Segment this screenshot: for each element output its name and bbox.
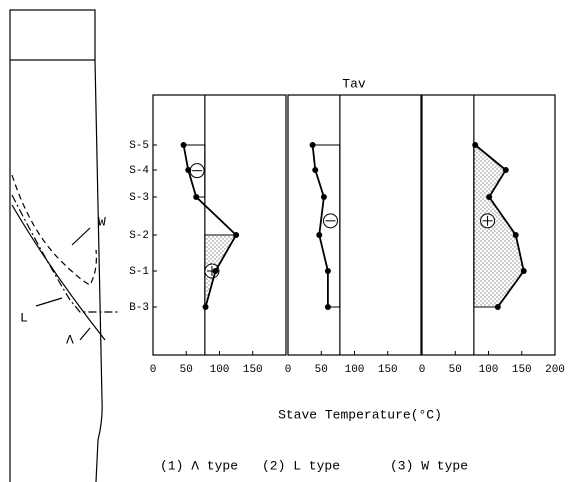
data-point bbox=[486, 194, 492, 200]
x-tick-label: 150 bbox=[512, 364, 532, 376]
diagram-label: W bbox=[98, 214, 106, 229]
x-tick-label: 50 bbox=[180, 364, 193, 376]
y-tick-label: S-1 bbox=[129, 266, 149, 278]
x-tick-label: 50 bbox=[449, 364, 462, 376]
x-tick-label: 0 bbox=[285, 364, 292, 376]
figure: W L Λ Tav Stave Temperature(°C) S-5 S-4 S-… bbox=[0, 0, 581, 482]
data-point bbox=[193, 194, 199, 200]
panel-frame bbox=[288, 95, 421, 355]
data-point bbox=[503, 167, 509, 173]
data-point bbox=[513, 232, 519, 238]
x-tick-label: 150 bbox=[243, 364, 263, 376]
panel-label: (1) Λ type bbox=[160, 458, 238, 473]
x-tick-label: 200 bbox=[545, 364, 565, 376]
reference-label: Tav bbox=[342, 76, 366, 91]
y-tick-label: B-3 bbox=[129, 302, 149, 314]
x-tick-label: 0 bbox=[150, 364, 157, 376]
data-point bbox=[213, 268, 219, 274]
x-tick-label: 50 bbox=[315, 364, 328, 376]
diagram-label: Λ bbox=[66, 332, 74, 347]
x-tick-label: 100 bbox=[210, 364, 230, 376]
furnace-diagram bbox=[10, 10, 120, 482]
x-axis-label: Stave Temperature(°C) bbox=[278, 407, 442, 422]
data-point bbox=[521, 268, 527, 274]
data-point bbox=[185, 167, 191, 173]
data-point bbox=[181, 142, 187, 148]
x-tick-label: 150 bbox=[378, 364, 398, 376]
panel-frame bbox=[153, 95, 286, 355]
x-tick-label: 100 bbox=[345, 364, 365, 376]
diagram-label: L bbox=[20, 310, 28, 325]
data-point bbox=[233, 232, 239, 238]
panel-label: (3) W type bbox=[390, 458, 468, 473]
data-point bbox=[321, 194, 327, 200]
data-point bbox=[472, 142, 478, 148]
x-tick-label: 0 bbox=[419, 364, 426, 376]
data-point bbox=[312, 167, 318, 173]
x-tick-label: 100 bbox=[479, 364, 499, 376]
data-point bbox=[203, 304, 209, 310]
panel-label: (2) L type bbox=[262, 458, 340, 473]
data-point bbox=[325, 268, 331, 274]
y-tick-label: S-5 bbox=[129, 140, 149, 152]
y-tick-label: S-4 bbox=[129, 165, 149, 177]
data-point bbox=[316, 232, 322, 238]
data-point bbox=[325, 304, 331, 310]
data-point bbox=[495, 304, 501, 310]
y-tick-label: S-3 bbox=[129, 192, 149, 204]
data-point bbox=[310, 142, 316, 148]
y-tick-label: S-2 bbox=[129, 230, 149, 242]
